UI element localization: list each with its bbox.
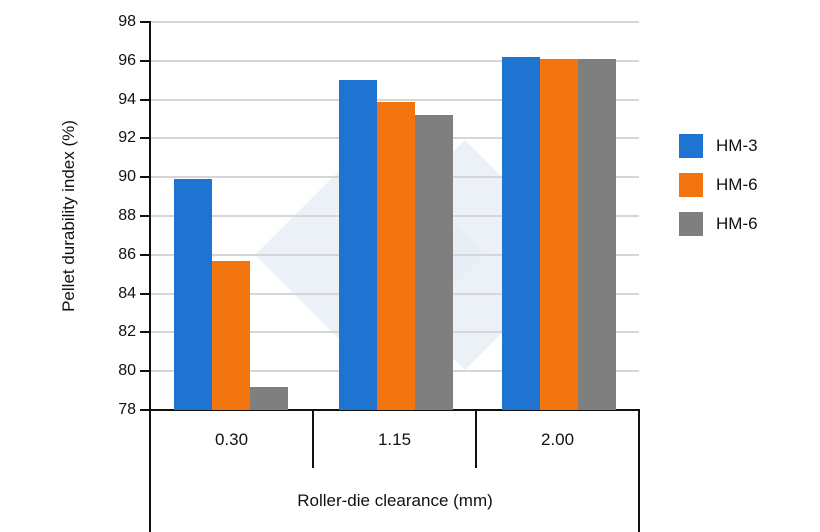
category-label-1: 1.15 xyxy=(377,430,412,449)
y-tick-label: 86 xyxy=(118,245,136,263)
y-tick xyxy=(140,98,150,101)
y-tick-label: 88 xyxy=(118,207,136,224)
x-axis-left-border xyxy=(149,410,151,532)
y-tick-label: 80 xyxy=(118,362,136,380)
y-tick-label: 82 xyxy=(118,323,136,341)
category-label-2: 2.00 xyxy=(540,430,575,449)
y-tick xyxy=(140,215,150,217)
y-axis-line xyxy=(149,21,151,411)
y-tick xyxy=(140,253,150,256)
x-axis-line xyxy=(140,409,640,411)
y-tick-label: 94 xyxy=(118,90,136,108)
legend-swatch-orange xyxy=(679,173,703,197)
bar-hm-6-0.30 xyxy=(212,260,250,410)
legend-swatch-grey xyxy=(679,212,703,236)
x-axis-right-border xyxy=(638,410,640,532)
x-axis-title: Roller-die clearance (mm) xyxy=(297,491,493,510)
bar-hm-6-0.30 xyxy=(250,386,288,410)
y-axis-title: Pellet durability index (%) xyxy=(59,120,78,312)
y-tick-label: 98 xyxy=(118,13,136,30)
y-tick xyxy=(140,21,150,23)
x-axis-divider-1 xyxy=(312,410,314,468)
y-tick-label: 92 xyxy=(118,129,136,147)
bar-hm-3-0.30 xyxy=(174,179,212,410)
y-tick-label: 78 xyxy=(118,401,136,418)
y-tick xyxy=(140,292,150,295)
y-tick xyxy=(140,137,150,140)
legend-label: HM-6 xyxy=(716,214,758,233)
y-tick-label: 96 xyxy=(118,51,136,69)
y-tick xyxy=(140,59,150,62)
y-tick xyxy=(140,370,150,373)
legend-label: HM-3 xyxy=(716,136,758,155)
y-tick xyxy=(140,331,150,334)
bar-hm-6-2.00 xyxy=(578,58,616,410)
y-tick-label: 90 xyxy=(118,168,136,186)
bar-hm-3-1.15 xyxy=(339,80,377,410)
gridline xyxy=(150,59,639,62)
category-label-0: 0.30 xyxy=(214,430,249,449)
gridline xyxy=(150,98,639,101)
legend-label: HM-6 xyxy=(716,175,758,194)
x-axis-divider-2 xyxy=(475,410,477,468)
legend-swatch-blue xyxy=(679,134,703,158)
bar-hm-3-2.00 xyxy=(502,56,540,410)
y-tick xyxy=(140,176,150,179)
y-tick-label: 84 xyxy=(118,284,136,302)
bar-hm-6-1.15 xyxy=(415,115,453,410)
gridline xyxy=(150,21,639,23)
bar-hm-6-1.15 xyxy=(377,101,415,410)
bar-hm-6-2.00 xyxy=(540,58,578,410)
